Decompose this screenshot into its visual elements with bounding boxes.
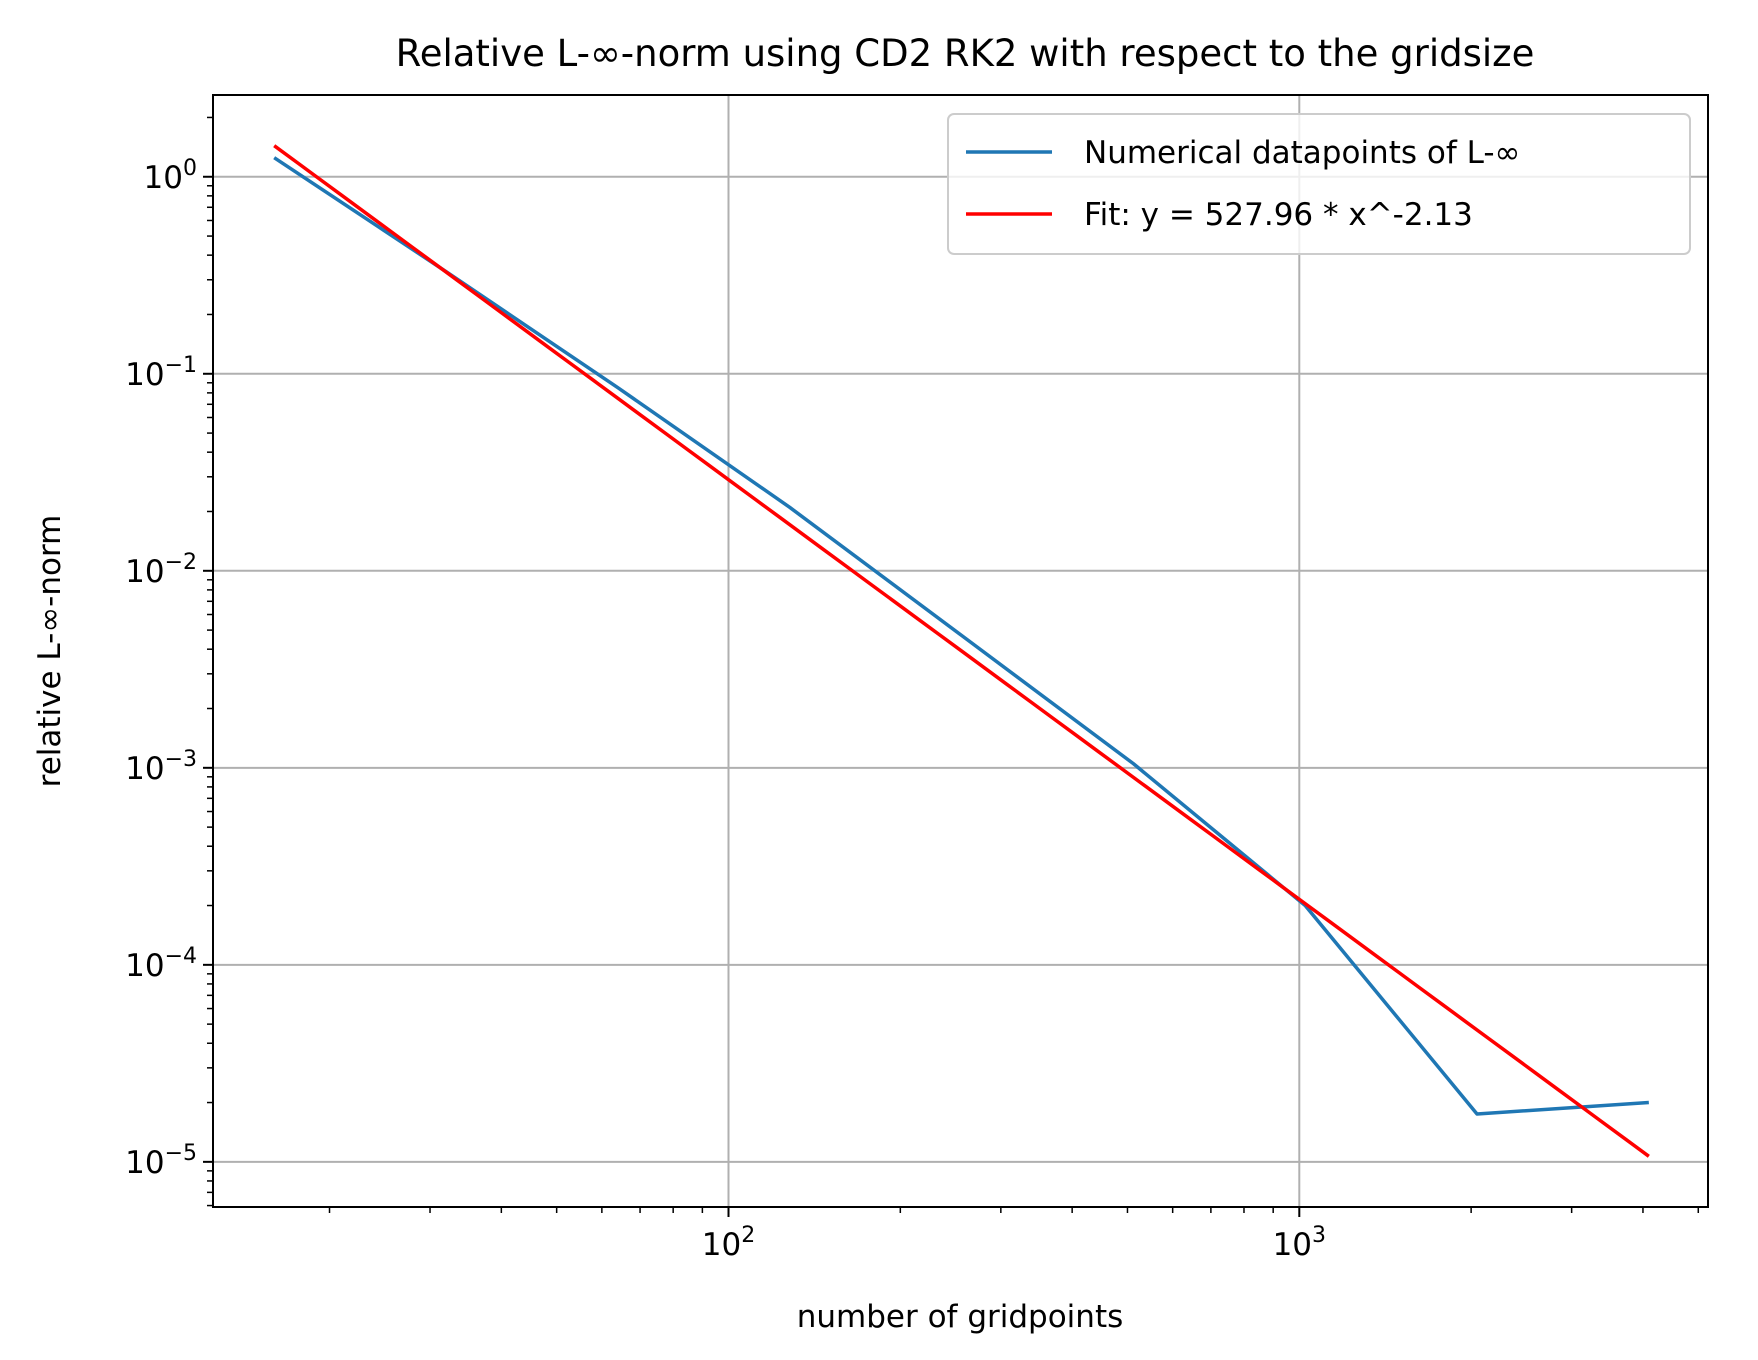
series-group xyxy=(273,144,1650,1158)
y-tick-label: 10−2 xyxy=(125,550,197,590)
legend-box xyxy=(947,113,1691,255)
x-axis-label: number of gridpoints xyxy=(797,1299,1124,1335)
y-tick-label: 100 xyxy=(144,156,197,196)
x-tick-label: 102 xyxy=(702,1223,755,1263)
series-line-fit xyxy=(273,144,1650,1158)
x-tick-label: 103 xyxy=(1273,1223,1326,1263)
y-tick-label: 10−3 xyxy=(125,747,197,787)
legend-label: Fit: y = 527.96 * x^-2.13 xyxy=(1084,197,1473,233)
y-axis-label: relative L-∞-norm xyxy=(32,515,68,788)
y-tick-label: 10−5 xyxy=(125,1141,197,1181)
ticks: 102 103 100 10−1 10−2 10−3 10−4 10−5 xyxy=(125,116,1700,1263)
legend-label: Numerical datapoints of L-∞ xyxy=(1084,135,1520,171)
y-tick-label: 10−1 xyxy=(125,353,197,393)
legend: Numerical datapoints of L-∞ Fit: y = 527.… xyxy=(947,113,1691,255)
y-tick-label: 10−4 xyxy=(125,944,197,984)
plot-frame xyxy=(212,94,1709,1208)
series-line-numerical xyxy=(273,156,1649,1116)
chart-title: Relative L-∞-norm using CD2 RK2 with res… xyxy=(396,32,1535,75)
